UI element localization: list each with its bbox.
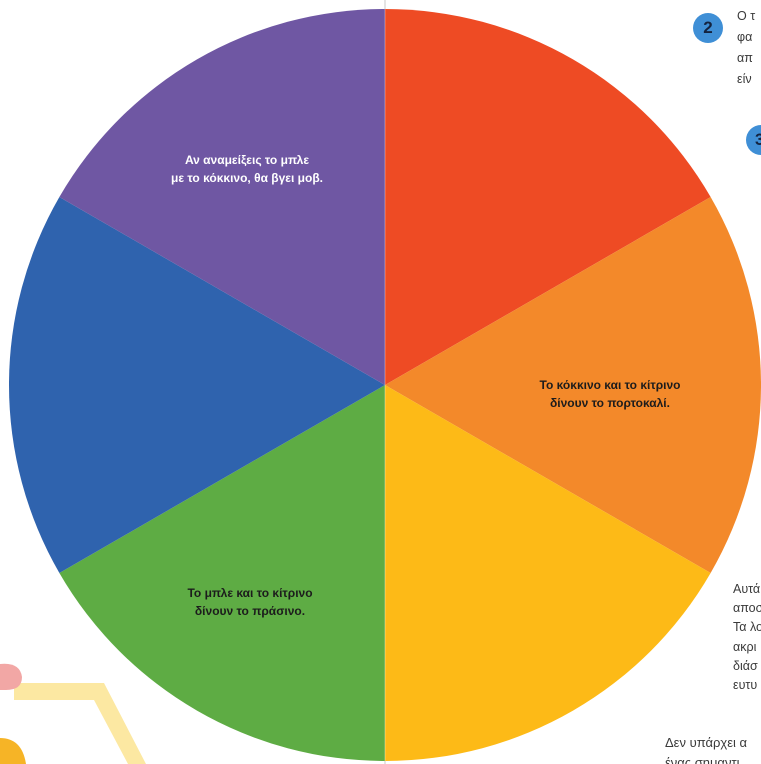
wheel-segment-blue — [8, 197, 386, 573]
side-paragraph-line: ακρι — [733, 639, 757, 654]
bottom-paragraph: Δεν υπάρχει α ένας σημαντι — [665, 733, 761, 764]
step-3-badge: 3 — [746, 125, 761, 155]
orange-mix-label: Το κόκκινο και το κίτρινο δίνουν το πορτ… — [540, 376, 681, 412]
green-mix-line-1: Το μπλε και το κίτρινο — [187, 586, 313, 600]
side-paragraph-line: ευτυ — [733, 678, 758, 693]
bottom-paragraph-line: Δεν υπάρχει α — [665, 735, 748, 750]
wheel-segment-green — [59, 385, 386, 761]
step-2-text-line: Ο τ — [737, 9, 756, 23]
side-paragraph-line: Αυτά — [733, 582, 761, 596]
step-2-text-line: είν — [737, 72, 752, 86]
green-mix-label: Το μπλε και το κίτρινο δίνουν το πράσινο… — [187, 584, 312, 620]
decorative-yellow-ball — [0, 738, 26, 764]
step-2-badge: 2 — [693, 13, 723, 43]
wheel-segment-purple — [59, 9, 386, 385]
orange-mix-line-1: Το κόκκινο και το κίτρινο — [539, 378, 681, 392]
side-paragraph-line: διάσ — [733, 658, 758, 673]
wheel-segment-orange — [385, 197, 761, 573]
color-wheel — [8, 9, 761, 761]
step-2-text-line: απ — [737, 51, 753, 65]
side-paragraph-line: αποσ — [733, 601, 761, 616]
wheel-segment-yellow — [385, 385, 711, 761]
bottom-paragraph-line: ένας σημαντι — [665, 755, 740, 764]
step-2-text: Ο τ φα απ είν — [737, 6, 761, 92]
decorative-pink-blob — [0, 663, 22, 690]
side-paragraph-line: Τα λο — [733, 620, 761, 635]
purple-mix-line-1: Αν αναμείξεις το μπλε — [184, 153, 310, 167]
decorative-hexagon-frame — [14, 683, 146, 764]
step-3-number: 3 — [755, 130, 761, 149]
purple-mix-line-2: με το κόκκινο, θα βγει μοβ. — [171, 171, 323, 185]
step-2-text-line: φα — [737, 30, 753, 44]
orange-mix-line-2: δίνουν το πορτοκαλί. — [550, 396, 670, 410]
side-paragraph: Αυτά αποσ Τα λο ακρι διάσ ευτυ — [733, 580, 761, 696]
wheel-segment-red — [385, 9, 711, 385]
green-mix-line-2: δίνουν το πράσινο. — [194, 604, 306, 618]
purple-mix-label: Αν αναμείξεις το μπλε με το κόκκινο, θα … — [171, 151, 323, 187]
